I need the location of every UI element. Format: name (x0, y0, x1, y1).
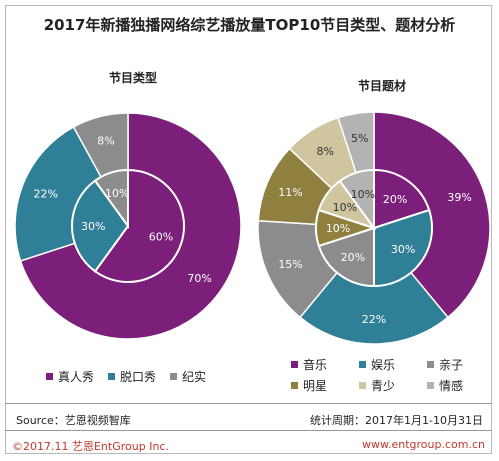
inner-ring-label: 10% (105, 187, 129, 200)
website-link[interactable]: www.entgroup.com.cn (362, 438, 485, 451)
legend-label: 音乐 (303, 358, 328, 372)
inner-ring-label: 10% (326, 222, 350, 235)
inner-ring-slice-音乐 (373, 168, 431, 230)
outer-ring-label: 15% (278, 258, 302, 271)
legend-swatch (359, 361, 366, 368)
right-legend-row-1: 音乐 娱乐 亲子 (291, 356, 463, 373)
period-text: 统计周期：2017年1月1-10月31日 (310, 414, 483, 427)
legend-item-reality: 真人秀 (46, 368, 94, 385)
legend-label: 亲子 (439, 358, 464, 372)
right-legend-row-2: 明星 青少 情感 (291, 377, 463, 394)
inner-ring-slice-真人秀 (93, 168, 185, 283)
outer-ring-label: 8% (97, 134, 114, 147)
inner-ring-label: 30% (81, 220, 105, 233)
inner-ring-slice-娱乐 (373, 208, 433, 288)
legend-label: 明星 (303, 379, 328, 393)
legend-swatch (291, 361, 298, 368)
inner-ring-label: 10% (333, 201, 357, 214)
outer-ring-label: 22% (362, 313, 386, 326)
legend-label: 情感 (439, 379, 464, 393)
outer-ring-label: 70% (187, 272, 211, 285)
legend-item-music: 音乐 (291, 356, 359, 373)
page-title: 2017年新播独播网络综艺播放量TOP10节目类型、题材分析 (43, 16, 456, 34)
inner-ring-label: 10% (351, 188, 375, 201)
copyright-text: ©2017.11 艺恩EntGroup Inc. (12, 440, 169, 453)
legend-label: 纪实 (182, 370, 207, 384)
inner-ring-slice-脱口秀 (71, 179, 130, 273)
outer-ring-label: 11% (278, 186, 302, 199)
outer-ring-label: 22% (33, 187, 57, 200)
inner-ring-slice-情感 (338, 168, 375, 232)
legend-label: 娱乐 (371, 358, 396, 372)
legend-swatch (427, 382, 434, 389)
legend-item-talkshow: 脱口秀 (108, 368, 156, 385)
legend-label: 青少 (371, 379, 396, 393)
legend-swatch (427, 361, 434, 368)
left-legend: 真人秀 脱口秀 纪实 (46, 368, 206, 385)
legend-item-emotion: 情感 (427, 377, 463, 394)
legend-item-parenting: 亲子 (427, 356, 463, 373)
legend-swatch (291, 382, 298, 389)
legend-swatch (359, 382, 366, 389)
footer-divider-bottom (5, 430, 492, 431)
outer-ring-label: 8% (317, 145, 334, 158)
inner-ring-label: 60% (149, 231, 173, 244)
outer-ring-label: 39% (447, 191, 471, 204)
outer-ring-label: 5% (351, 132, 368, 145)
inner-ring-label: 20% (341, 251, 365, 264)
source-text: Source：艺恩视频智库 (16, 414, 131, 427)
legend-item-youth: 青少 (359, 377, 427, 394)
inner-ring-slice-亲子 (317, 226, 375, 288)
legend-swatch (108, 373, 116, 380)
legend-item-entertainment: 娱乐 (359, 356, 427, 373)
legend-swatch (46, 373, 53, 380)
right-chart-title: 节目题材 (357, 79, 406, 93)
left-chart-title: 节目类型 (108, 71, 157, 85)
legend-item-documentary: 纪实 (170, 368, 206, 385)
inner-ring-slice-纪实 (93, 168, 129, 230)
legend-label: 真人秀 (58, 370, 95, 384)
legend-swatch (170, 373, 178, 380)
inner-ring-label: 20% (383, 193, 407, 206)
legend-label: 脱口秀 (120, 370, 157, 384)
footer-divider-top (5, 403, 492, 404)
legend-item-celebrity: 明星 (291, 377, 359, 394)
inner-ring-label: 30% (391, 243, 415, 256)
